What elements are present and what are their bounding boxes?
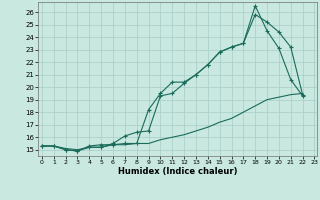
X-axis label: Humidex (Indice chaleur): Humidex (Indice chaleur) (118, 167, 237, 176)
